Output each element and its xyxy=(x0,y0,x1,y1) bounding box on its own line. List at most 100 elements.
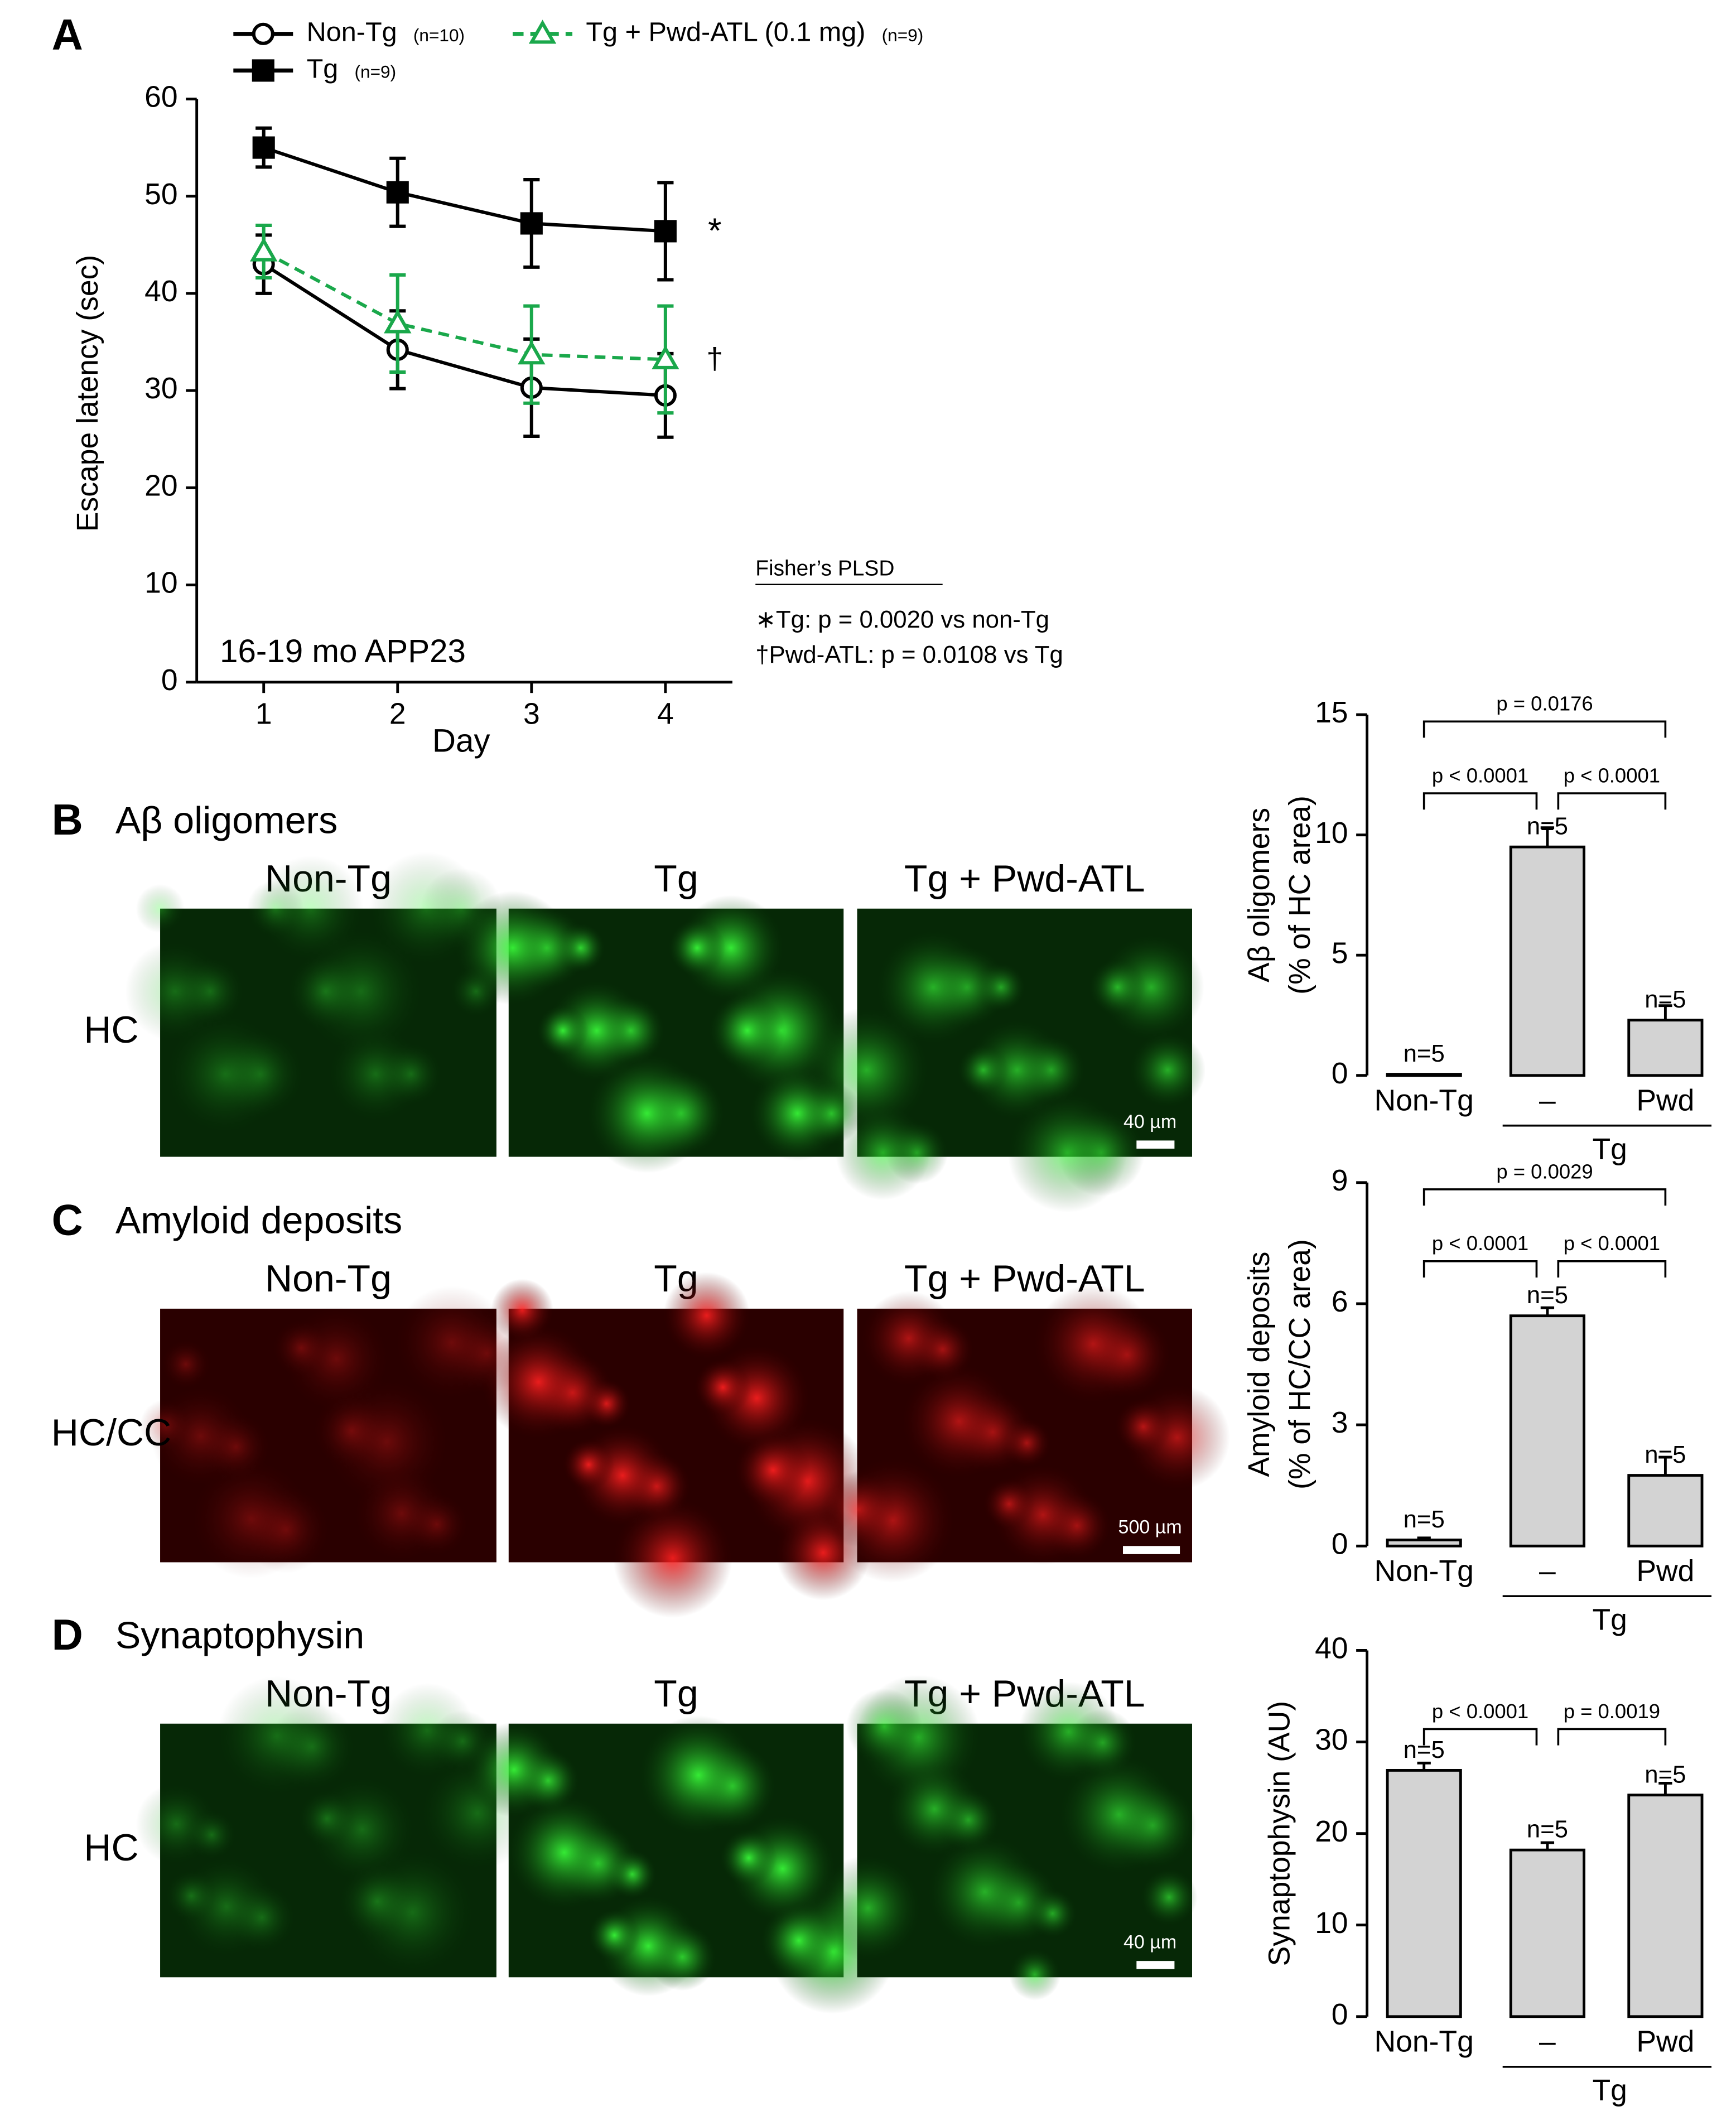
micrograph-texture xyxy=(709,992,785,1069)
group-label: Tg xyxy=(1593,1604,1627,1637)
x-tick-label: Pwd xyxy=(1636,1555,1694,1588)
y-tick-label: 20 xyxy=(1315,1815,1348,1848)
bar-n-label: n=5 xyxy=(1645,986,1686,1013)
micrograph-texture xyxy=(613,1498,732,1618)
micrograph-texture xyxy=(136,884,185,933)
column-label: Tg xyxy=(654,1672,698,1715)
y-tick-label: 10 xyxy=(1315,817,1348,850)
bar xyxy=(1627,1019,1704,1077)
micrograph-texture xyxy=(663,1272,750,1359)
error-bar xyxy=(1417,1761,1431,1771)
micrograph-texture xyxy=(668,919,726,977)
micrograph-texture xyxy=(161,1339,210,1389)
micrograph-texture xyxy=(546,980,647,1081)
micrograph-texture xyxy=(861,1291,957,1386)
bar xyxy=(1509,1848,1585,2018)
micrograph-texture xyxy=(639,1715,759,1835)
bar xyxy=(1627,1474,1704,1548)
x-tick-label: Non-Tg xyxy=(1375,2026,1474,2059)
micrograph-texture xyxy=(1018,1681,1119,1782)
y-tick-label: 0 xyxy=(1332,1527,1348,1560)
point xyxy=(518,340,546,365)
error-bar xyxy=(1658,1781,1672,1795)
panel-title: Amyloid deposits xyxy=(115,1199,402,1242)
x-tick-label: – xyxy=(1539,2026,1556,2059)
point xyxy=(520,212,543,235)
micrograph-texture xyxy=(136,1783,218,1865)
annotation: 16-19 mo APP23 xyxy=(220,633,466,669)
legend-label: Tg + Pwd-ATL (0.1 mg) xyxy=(586,17,865,47)
y-axis-title: Amyloid deposits xyxy=(1243,1251,1276,1477)
micrograph-texture xyxy=(876,930,990,1044)
bar xyxy=(1386,1538,1462,1548)
micrograph-texture xyxy=(507,1795,621,1910)
y-axis-title: Aβ oligomers xyxy=(1243,808,1276,982)
series-line xyxy=(263,250,666,361)
legend-marker xyxy=(528,20,557,44)
bar-n-label: n=5 xyxy=(1527,813,1568,840)
x-tick-label: – xyxy=(1539,1555,1556,1588)
legend-n-label: (n=10) xyxy=(413,25,465,45)
micrograph-texture xyxy=(846,1688,923,1765)
bar xyxy=(1509,1314,1585,1548)
y-tick-label: 9 xyxy=(1332,1164,1348,1197)
micrograph-texture xyxy=(835,1105,930,1201)
y-tick-label: 0 xyxy=(161,664,178,697)
panel-label: C xyxy=(52,1196,83,1244)
micrograph-texture xyxy=(1007,1093,1127,1213)
y-tick-label: 20 xyxy=(144,469,177,502)
legend-n-label: (n=9) xyxy=(354,62,396,82)
y-tick-label: 60 xyxy=(144,81,177,114)
y-axis-title: Synaptophysin (AU) xyxy=(1264,1701,1296,1966)
y-axis-title: (% of HC/CC area) xyxy=(1284,1239,1317,1489)
x-tick-label: 3 xyxy=(523,698,540,731)
bar-n-label: n=5 xyxy=(1527,1281,1568,1309)
micrograph-texture xyxy=(328,1026,423,1122)
series-line xyxy=(263,263,666,397)
panel-label: B xyxy=(52,796,83,844)
legend-label: Tg xyxy=(307,54,339,84)
significance-label: p < 0.0001 xyxy=(1432,1232,1528,1255)
micrograph-texture xyxy=(455,891,570,1005)
x-tick-label: Pwd xyxy=(1636,1084,1694,1117)
scale-bar-label: 500 µm xyxy=(1118,1517,1182,1538)
micrograph-texture xyxy=(313,1392,389,1469)
significance-label: p < 0.0001 xyxy=(1432,764,1528,787)
bar-n-label: n=5 xyxy=(1645,1441,1686,1468)
micrograph-texture xyxy=(139,1399,191,1452)
y-tick-label: 30 xyxy=(1315,1724,1348,1757)
annotation: † xyxy=(706,343,723,375)
micrograph-texture xyxy=(1089,958,1146,1016)
micrograph-texture xyxy=(298,1790,356,1847)
micrograph-texture xyxy=(815,1855,921,1961)
note: ∗Tg: p = 0.0020 vs non-Tg xyxy=(755,606,1049,633)
micrograph-texture xyxy=(272,1319,330,1377)
x-tick-label: 2 xyxy=(389,698,406,731)
significance-bracket xyxy=(1557,1728,1667,1746)
point xyxy=(654,220,677,243)
micrograph-texture xyxy=(339,1863,416,1940)
point xyxy=(384,309,412,334)
micrograph-texture xyxy=(720,1829,778,1887)
micrograph-texture xyxy=(247,880,304,937)
micrograph-texture xyxy=(354,1466,449,1561)
point xyxy=(252,136,275,159)
micrograph-texture xyxy=(369,851,483,966)
significance-bracket xyxy=(1422,1728,1538,1746)
micrograph-texture xyxy=(537,1005,589,1057)
y-axis-title: (% of HC area) xyxy=(1284,796,1317,995)
y-tick-label: 40 xyxy=(1315,1632,1348,1665)
micrograph-texture xyxy=(394,1285,509,1400)
micrograph-texture xyxy=(466,1722,562,1818)
significance-label: p = 0.0019 xyxy=(1564,1700,1660,1723)
micrograph-texture xyxy=(1009,1949,1061,2001)
bar-n-label: n=5 xyxy=(1527,1816,1568,1843)
y-tick-label: 0 xyxy=(1332,1057,1348,1090)
significance-label: p < 0.0001 xyxy=(1432,1700,1528,1723)
micrograph-texture xyxy=(379,1683,475,1778)
micrograph-texture xyxy=(165,1870,218,1922)
micrograph-texture xyxy=(983,1478,1035,1530)
column-label: Non-Tg xyxy=(265,1257,392,1300)
y-tick-label: 10 xyxy=(1315,1907,1348,1940)
